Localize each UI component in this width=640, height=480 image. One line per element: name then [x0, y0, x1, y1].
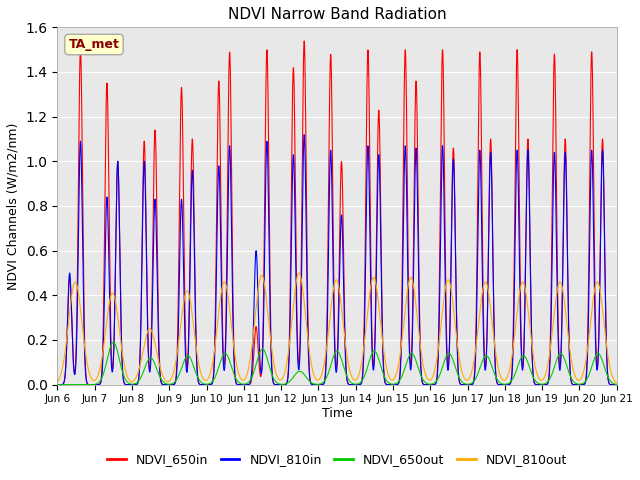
X-axis label: Time: Time — [322, 407, 353, 420]
Legend: NDVI_650in, NDVI_810in, NDVI_650out, NDVI_810out: NDVI_650in, NDVI_810in, NDVI_650out, NDV… — [102, 448, 572, 471]
Y-axis label: NDVI Channels (W/m2/nm): NDVI Channels (W/m2/nm) — [7, 122, 20, 289]
Text: TA_met: TA_met — [68, 38, 120, 51]
Title: NDVI Narrow Band Radiation: NDVI Narrow Band Radiation — [228, 7, 446, 22]
